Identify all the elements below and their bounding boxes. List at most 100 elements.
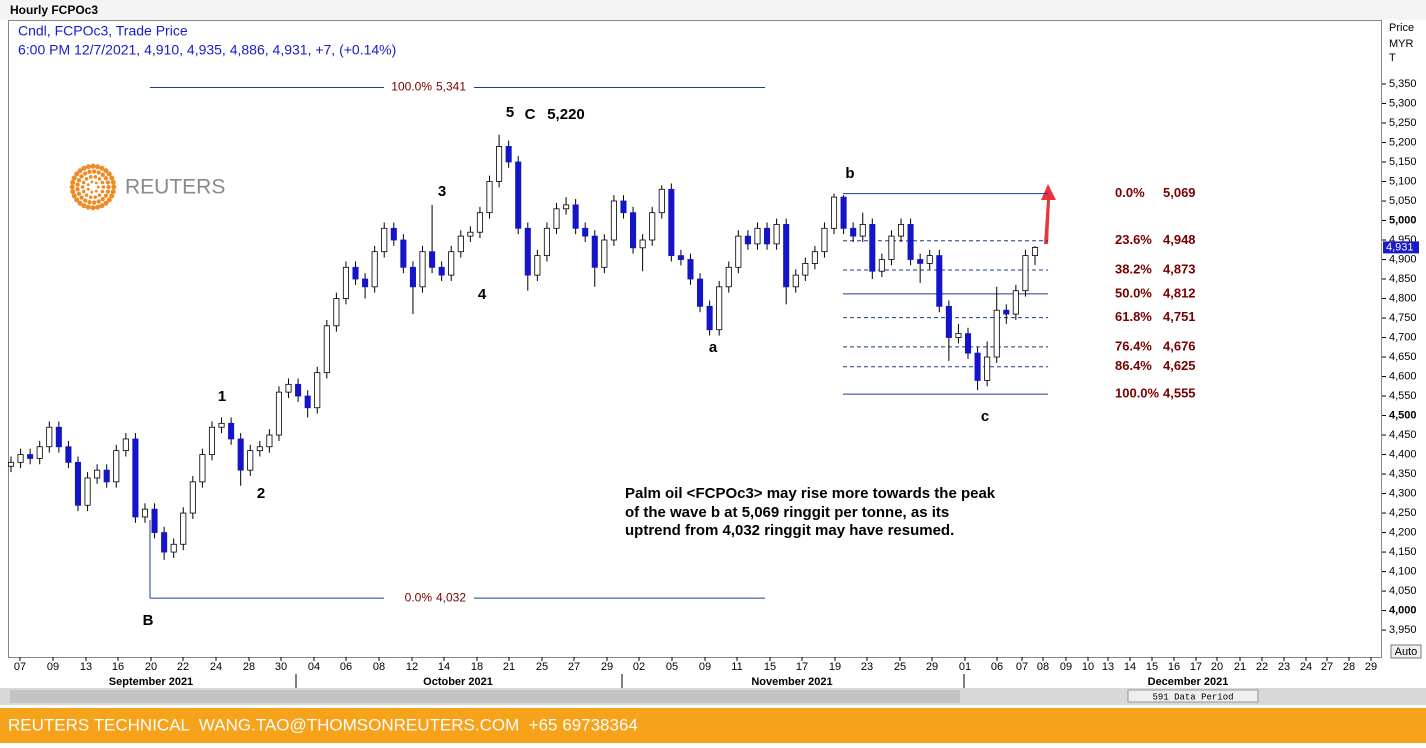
candle-body: [697, 278, 704, 307]
logo-dot: [71, 193, 77, 199]
scroll-thumb[interactable]: [10, 690, 960, 703]
logo-dot: [109, 175, 115, 181]
x-tick-label: 29: [601, 661, 613, 673]
x-tick-label: 13: [1102, 661, 1114, 673]
candle-body: [237, 438, 244, 471]
fib-value: 5,341: [436, 80, 466, 94]
x-tick-label: 27: [568, 661, 580, 673]
candle-body: [55, 426, 62, 448]
annotation: Palm oil <FCPOc3> may rise more towards …: [625, 485, 996, 502]
fib-pct: 0.0%: [1115, 185, 1145, 200]
candle-body: [429, 251, 436, 268]
candle-body: [314, 372, 321, 409]
x-tick-label: 14: [1124, 661, 1136, 673]
logo-dot: [76, 191, 82, 196]
x-tick-label: 25: [536, 661, 548, 673]
x-tick-label: 15: [764, 661, 776, 673]
fib-pct: 23.6%: [1115, 232, 1152, 247]
x-tick-label: 09: [47, 661, 59, 673]
logo-dot: [84, 177, 89, 181]
logo-text: REUTERS: [125, 176, 225, 199]
logo-dot: [95, 204, 101, 210]
candle-body: [534, 255, 541, 276]
x-tick-label: 16: [1168, 661, 1180, 673]
candle-body: [687, 259, 694, 280]
logo-dot: [105, 180, 111, 185]
x-tick-label: 21: [1234, 661, 1246, 673]
y-tick-label: 5,300: [1389, 97, 1417, 109]
logo-dot: [83, 198, 88, 203]
axis-label: T: [1389, 52, 1396, 64]
candle-body: [285, 383, 292, 393]
candle-body: [400, 239, 407, 268]
logo-dot: [84, 193, 89, 197]
logo-dot: [70, 189, 76, 195]
candle-body: [563, 204, 570, 210]
y-tick-label: 4,750: [1389, 312, 1417, 324]
logo-dot: [92, 169, 97, 174]
x-tick-label: 01: [959, 661, 971, 673]
logo-dot: [96, 185, 100, 189]
candle-body: [993, 309, 1000, 358]
logo-dot: [90, 190, 94, 194]
candle-body: [677, 255, 684, 260]
candle-body: [1022, 255, 1029, 292]
fib-pct: 0.0%: [405, 590, 433, 604]
candle-body: [409, 266, 416, 288]
candle-body: [390, 227, 397, 241]
y-tick-label: 5,350: [1389, 78, 1417, 90]
scale-button[interactable]: [1390, 644, 1422, 659]
x-tick-label: 29: [1365, 661, 1377, 673]
wave-label: B: [143, 612, 154, 629]
logo-dot: [94, 189, 98, 193]
candle-body: [304, 395, 311, 409]
x-tick-label: 06: [340, 661, 352, 673]
candle-body: [228, 422, 235, 440]
candle-body: [1003, 309, 1010, 315]
logo-dot: [74, 171, 80, 177]
candle-body: [27, 454, 34, 459]
candle-body: [457, 235, 464, 253]
x-tick-label: 22: [1256, 661, 1268, 673]
candle-body: [362, 278, 369, 288]
y-tick-label: 4,450: [1389, 429, 1417, 441]
candle-body: [811, 251, 818, 264]
candle-body: [218, 422, 225, 428]
fib-value: 4,751: [1163, 309, 1196, 324]
candle-body: [936, 255, 943, 307]
candle-body: [46, 426, 53, 448]
logo-dot: [79, 174, 84, 179]
candle-body: [917, 259, 924, 264]
logo-dot: [77, 168, 83, 174]
candle-body: [639, 239, 646, 249]
logo-dot: [74, 197, 80, 203]
logo-dot: [83, 171, 88, 176]
logo-dot: [81, 203, 87, 209]
x-tick-label: 07: [1016, 661, 1028, 673]
candle-body: [945, 305, 952, 338]
y-tick-label: 4,050: [1389, 585, 1417, 597]
x-tick-label: 12: [406, 661, 418, 673]
fib-value: 4,676: [1163, 338, 1196, 353]
candle-body: [572, 204, 579, 229]
logo-dot: [103, 200, 109, 206]
x-tick-label: 14: [438, 661, 450, 673]
candle-body: [706, 305, 713, 331]
scale-mode[interactable]: Auto: [1395, 646, 1418, 658]
x-tick-label: 27: [1321, 661, 1333, 673]
candle-body: [161, 532, 168, 553]
x-tick-label: 09: [699, 661, 711, 673]
logo-dot: [111, 184, 117, 190]
candle-body: [840, 196, 847, 229]
x-tick-label: 15: [1146, 661, 1158, 673]
candle-body: [438, 266, 445, 276]
candle-body: [630, 212, 637, 249]
fib-pct: 50.0%: [1115, 285, 1152, 300]
candle-body: [1031, 247, 1039, 257]
x-tick-label: 22: [177, 661, 189, 673]
candle-body: [132, 438, 139, 518]
y-tick-label: 4,200: [1389, 526, 1417, 538]
last-price-box: [1383, 241, 1419, 254]
logo-dot: [90, 205, 96, 211]
candle-body: [515, 161, 522, 229]
